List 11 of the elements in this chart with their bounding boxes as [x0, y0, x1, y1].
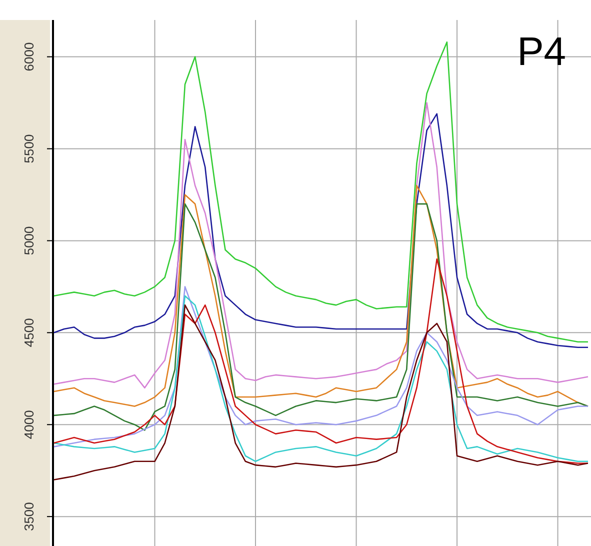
line-series [53, 102, 589, 388]
y-tick-label: 4500 [22, 318, 36, 348]
line-series [53, 258, 589, 464]
y-tick-label: 3500 [22, 502, 36, 532]
y-tick-label: 6000 [22, 42, 36, 72]
y-tick-label: 5000 [22, 226, 36, 256]
y-tick-label: 5500 [22, 134, 36, 164]
annotation: P4 [517, 30, 566, 74]
line-series [53, 113, 589, 348]
y-tick-label: 4000 [22, 410, 36, 440]
line-series [53, 203, 589, 431]
